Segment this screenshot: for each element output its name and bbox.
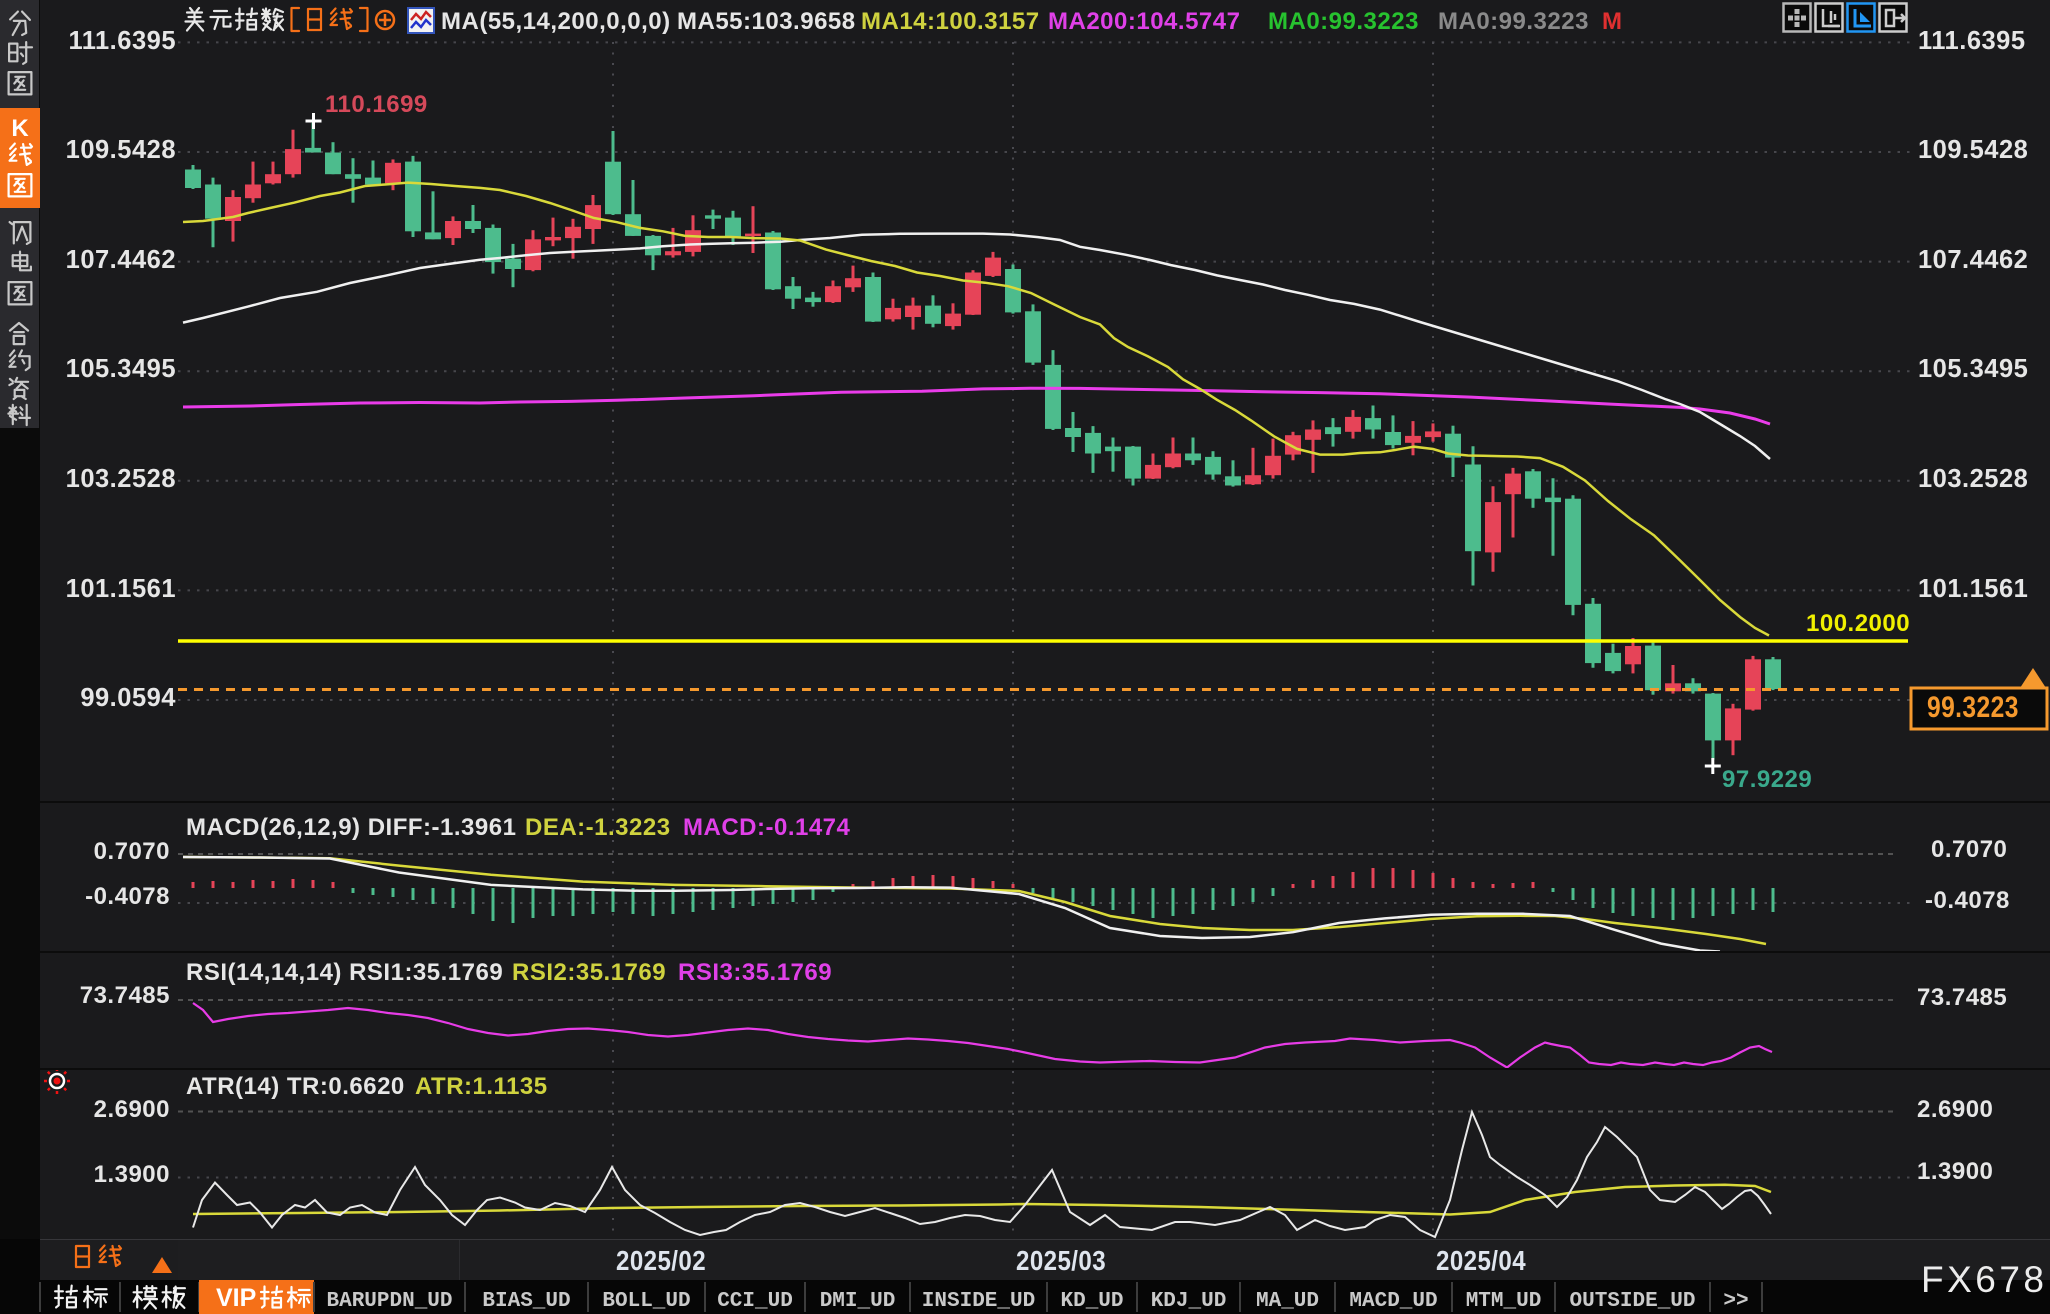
- svg-text:KDJ_UD: KDJ_UD: [1151, 1290, 1227, 1313]
- svg-text:KD_UD: KD_UD: [1060, 1290, 1123, 1313]
- svg-text:MACD_UD: MACD_UD: [1349, 1290, 1437, 1313]
- svg-text:OUTSIDE_UD: OUTSIDE_UD: [1569, 1290, 1695, 1313]
- svg-text:DMI_UD: DMI_UD: [820, 1290, 896, 1313]
- svg-text:K: K: [11, 115, 29, 142]
- svg-text:VIP: VIP: [216, 1284, 256, 1312]
- svg-text:BIAS_UD: BIAS_UD: [482, 1290, 570, 1313]
- svg-text:>>: >>: [1723, 1290, 1748, 1313]
- svg-text:INSIDE_UD: INSIDE_UD: [922, 1290, 1035, 1313]
- svg-text:MTM_UD: MTM_UD: [1466, 1290, 1542, 1313]
- svg-text:BOLL_UD: BOLL_UD: [602, 1290, 690, 1313]
- svg-text:BARUPDN_UD: BARUPDN_UD: [326, 1290, 452, 1313]
- svg-text:MA_UD: MA_UD: [1256, 1290, 1319, 1313]
- svg-text:CCI_UD: CCI_UD: [717, 1290, 793, 1313]
